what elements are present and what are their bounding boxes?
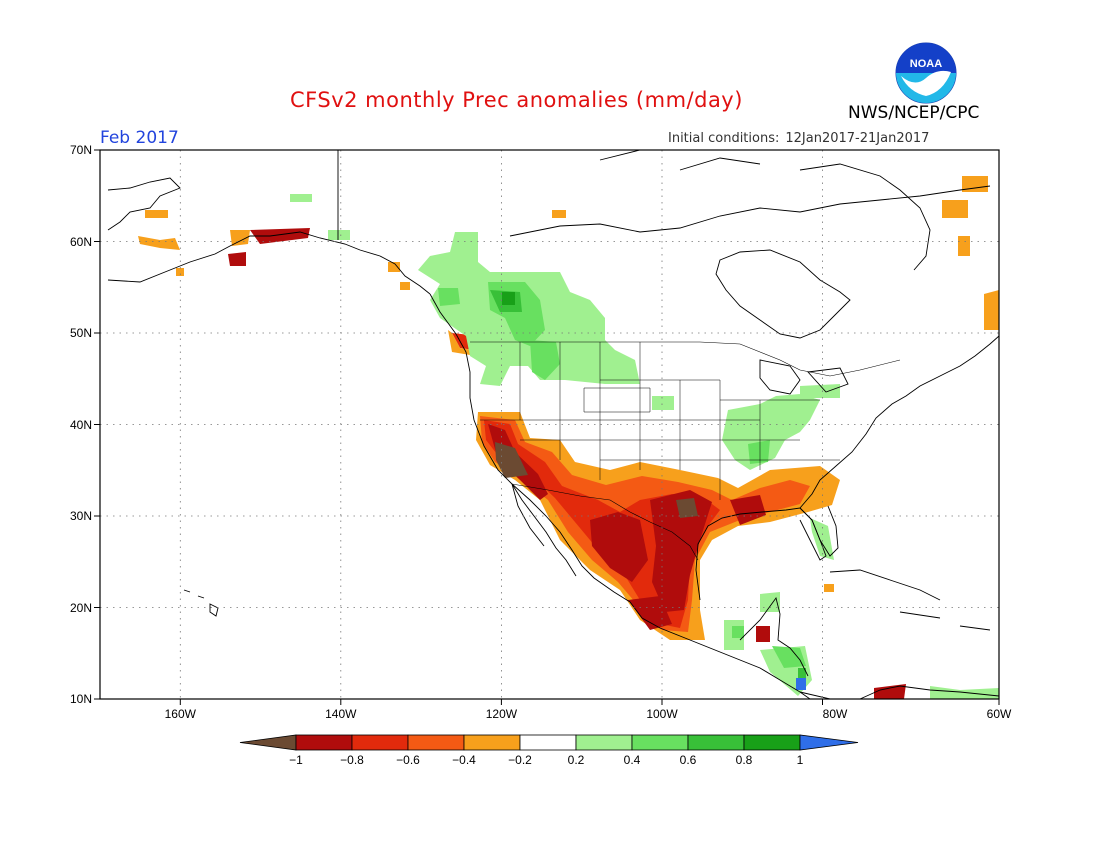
legend-label: 0.6 [680, 753, 697, 767]
legend-arrow-low [239, 734, 297, 751]
lat-label-70n: 70N [70, 143, 92, 157]
lat-label-60n: 60N [70, 235, 92, 249]
chart-title: CFSv2 monthly Prec anomalies (mm/day) [290, 88, 743, 112]
noaa-logo-text: NOAA [910, 58, 942, 70]
legend-swatch [687, 734, 745, 751]
wet-region-strong [502, 292, 515, 305]
legend-label: −0.2 [508, 753, 532, 767]
legend-label: −1 [289, 753, 303, 767]
dry-region-alaska [228, 228, 310, 266]
lat-lon-grid [100, 150, 999, 699]
legend-arrow-high [799, 734, 859, 751]
dry-region-dark [488, 424, 766, 630]
lon-label-160w: 160W [165, 707, 197, 721]
lon-label-100w: 100W [646, 707, 678, 721]
init-label: Initial conditions: [668, 131, 780, 146]
lat-label-30n: 30N [70, 509, 92, 523]
wet-region-blue [796, 678, 806, 690]
lat-label-50n: 50N [70, 326, 92, 340]
map-outlines [107, 150, 999, 699]
wet-region-light [290, 194, 999, 699]
lon-label-80w: 80W [823, 707, 848, 721]
forecast-month: Feb 2017 [100, 128, 179, 148]
lat-label-40n: 40N [70, 418, 92, 432]
legend-swatch [407, 734, 465, 751]
legend-label: 0.4 [624, 753, 641, 767]
legend-label: −0.6 [396, 753, 420, 767]
lon-label-140w: 140W [325, 707, 357, 721]
dry-region-alaska-light [138, 210, 410, 290]
lon-label-120w: 120W [486, 707, 518, 721]
legend-label: 0.8 [736, 753, 753, 767]
lon-label-60w: 60W [987, 707, 1012, 721]
legend-swatch [631, 734, 689, 751]
dry-region-labrador [552, 176, 999, 592]
lon-labels: 160W 140W 120W 100W 80W 60W [165, 707, 1012, 721]
legend-swatch [295, 734, 353, 751]
color-bar-legend: −1 −0.8 −0.6 −0.4 −0.2 0.2 0.4 0.6 0.8 1 [239, 734, 859, 767]
noaa-logo: NOAA [895, 42, 957, 104]
legend-swatch [351, 734, 409, 751]
agency-label: NWS/NCEP/CPC [848, 103, 980, 123]
legend-label: 0.2 [568, 753, 585, 767]
legend-label: 1 [797, 753, 804, 767]
init-range: 12Jan2017-21Jan2017 [785, 131, 930, 146]
legend-swatch [743, 734, 801, 751]
lat-label-10n: 10N [70, 692, 92, 706]
lat-label-20n: 20N [70, 601, 92, 615]
initial-conditions: Initial conditions: 12Jan2017-21Jan2017 [668, 131, 929, 146]
legend-swatch [519, 734, 577, 751]
map-area [100, 150, 999, 699]
legend-label: −0.4 [452, 753, 476, 767]
axis-ticks [94, 149, 1000, 705]
legend-swatch [575, 734, 633, 751]
anomaly-field [138, 176, 999, 699]
dry-region-colombia [756, 626, 906, 699]
dry-region-strong [495, 442, 698, 518]
lat-labels: 70N 60N 50N 40N 30N 20N 10N [70, 143, 92, 706]
legend-swatch [463, 734, 521, 751]
legend-label: −0.8 [340, 753, 364, 767]
